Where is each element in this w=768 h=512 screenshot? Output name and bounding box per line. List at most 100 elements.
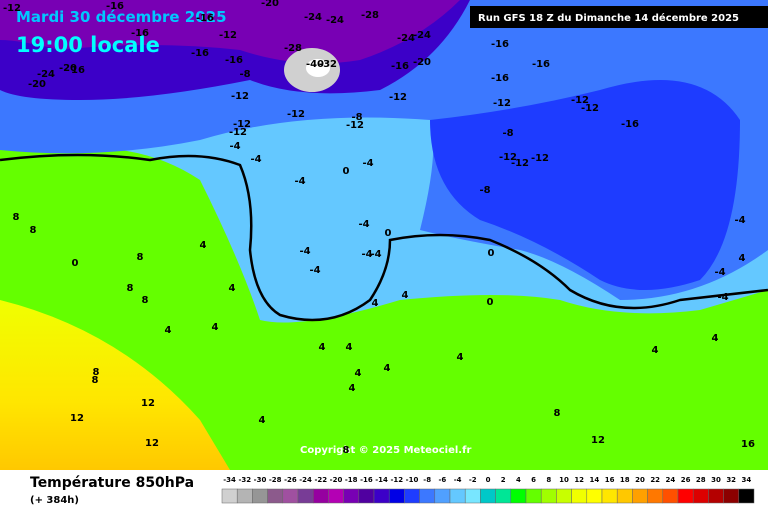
scale-tick-label: -30: [254, 476, 267, 484]
map-value-label: 4: [165, 325, 172, 336]
map-value-label: -12: [581, 103, 599, 114]
map-value-label: 8: [127, 283, 134, 294]
scale-tick-label: -12: [390, 476, 403, 484]
scale-tick-label: 32: [726, 476, 736, 484]
scale-swatch: [495, 488, 512, 504]
scale-tick-label: 12: [574, 476, 584, 484]
map-value-label: -16: [106, 1, 124, 12]
scale-swatch: [236, 488, 253, 504]
copyright: Copyright © 2025 Meteociel.fr: [300, 445, 471, 456]
scale-tick-label: -18: [345, 476, 358, 484]
map-value-label: 4: [349, 383, 356, 394]
footer-lead: (+ 384h): [30, 495, 79, 506]
map-value-label: -8: [239, 69, 250, 80]
map-value-label: 4: [319, 342, 326, 353]
scale-swatch: [540, 488, 557, 504]
map-value-label: 0: [488, 248, 495, 259]
scale-tick-label: 20: [635, 476, 645, 484]
scale-tick-label: 30: [711, 476, 721, 484]
scale-swatch: [677, 488, 694, 504]
scale-swatch: [525, 488, 542, 504]
map-value-label: -20: [59, 63, 77, 74]
map-value-label: -16: [532, 59, 550, 70]
map-value-label: -12: [219, 30, 237, 41]
map-value-label: 8: [30, 225, 37, 236]
map-value-label: 4: [712, 333, 719, 344]
map-value-label: -24: [413, 30, 431, 41]
scale-swatch: [738, 488, 755, 504]
scale-swatch: [297, 488, 314, 504]
scale-swatch: [662, 488, 679, 504]
scale-swatch: [480, 488, 496, 504]
scale-tick-label: -32: [238, 476, 251, 484]
scale-swatch: [312, 488, 329, 504]
scale-tick-label: 8: [546, 476, 551, 484]
scale-swatch: [328, 488, 344, 504]
run-info: Run GFS 18 Z du Dimanche 14 décembre 202…: [478, 12, 739, 24]
scale-tick-label: 22: [650, 476, 660, 484]
scale-tick-label: 28: [696, 476, 706, 484]
map-value-label: -16: [196, 13, 214, 24]
scale-swatch: [464, 488, 481, 504]
scale-swatch: [571, 488, 588, 504]
map-value-label: -12: [571, 95, 589, 106]
map-value-label: 4: [402, 290, 409, 301]
scale-tick-label: 16: [605, 476, 615, 484]
scale-tick-label: -6: [439, 476, 447, 484]
scale-tick-label: 4: [516, 476, 521, 484]
scale-swatch: [692, 488, 709, 504]
map-value-label: -4: [294, 176, 305, 187]
scale-swatch: [510, 488, 527, 504]
map-time: 19:00 locale: [16, 33, 160, 57]
map-value-label: 16: [71, 65, 85, 76]
map-value-label: -4: [309, 265, 320, 276]
map-value-label: -12: [493, 98, 511, 109]
scale-tick-label: -14: [375, 476, 388, 484]
map-value-label: -20: [413, 57, 431, 68]
map-value-label: 8: [137, 252, 144, 263]
map-value-label: -8: [351, 112, 362, 123]
scale-tick-label: 2: [501, 476, 506, 484]
scale-tick-label: -8: [423, 476, 431, 484]
map-value-label: 0: [385, 228, 392, 239]
map-value-label: 4: [200, 240, 207, 251]
scale-swatch: [586, 488, 603, 504]
map-value-label: 4: [739, 253, 746, 264]
scale-swatch: [616, 488, 633, 504]
scale-swatch: [221, 488, 238, 504]
map-value-label: 16: [741, 439, 755, 450]
map-value-label: 8: [93, 367, 100, 378]
scale-tick-label: -34: [223, 476, 236, 484]
map-value-label: 12: [591, 435, 605, 446]
scale-swatch: [252, 488, 268, 504]
map-value-label: -16: [491, 39, 509, 50]
map-value-label: -40: [306, 59, 324, 70]
map-value-label: -4: [362, 158, 373, 169]
scale-swatch: [647, 488, 664, 504]
scale-swatch: [358, 488, 375, 504]
map-value-label: 0: [72, 258, 79, 269]
map-value-label: -28: [284, 43, 302, 54]
scale-tick-label: 10: [559, 476, 569, 484]
map-date: Mardi 30 décembre 2025: [16, 8, 227, 26]
map-value-label: -16: [621, 119, 639, 130]
map-value-label: 12: [145, 438, 159, 449]
map-value-label: -8: [502, 128, 513, 139]
map-value-label: -4: [734, 215, 745, 226]
scale-swatch: [388, 488, 405, 504]
map-value-label: 4: [372, 298, 379, 309]
scale-swatch: [632, 488, 648, 504]
map-value-label: -4: [250, 154, 261, 165]
map-value-label: -16: [191, 48, 209, 59]
scale-tick-label: -4: [454, 476, 462, 484]
scale-tick-label: 0: [486, 476, 491, 484]
scale-swatch: [434, 488, 451, 504]
map-value-label: -20: [28, 79, 46, 90]
map-value-label: -16: [391, 61, 409, 72]
map-value-label: 0: [343, 166, 350, 177]
map-value-label: 4: [229, 283, 236, 294]
map-value-label: -24: [326, 15, 344, 26]
scale-tick-label: -22: [314, 476, 327, 484]
scale-tick-label: 34: [742, 476, 752, 484]
map-value-label: -24: [304, 12, 322, 23]
